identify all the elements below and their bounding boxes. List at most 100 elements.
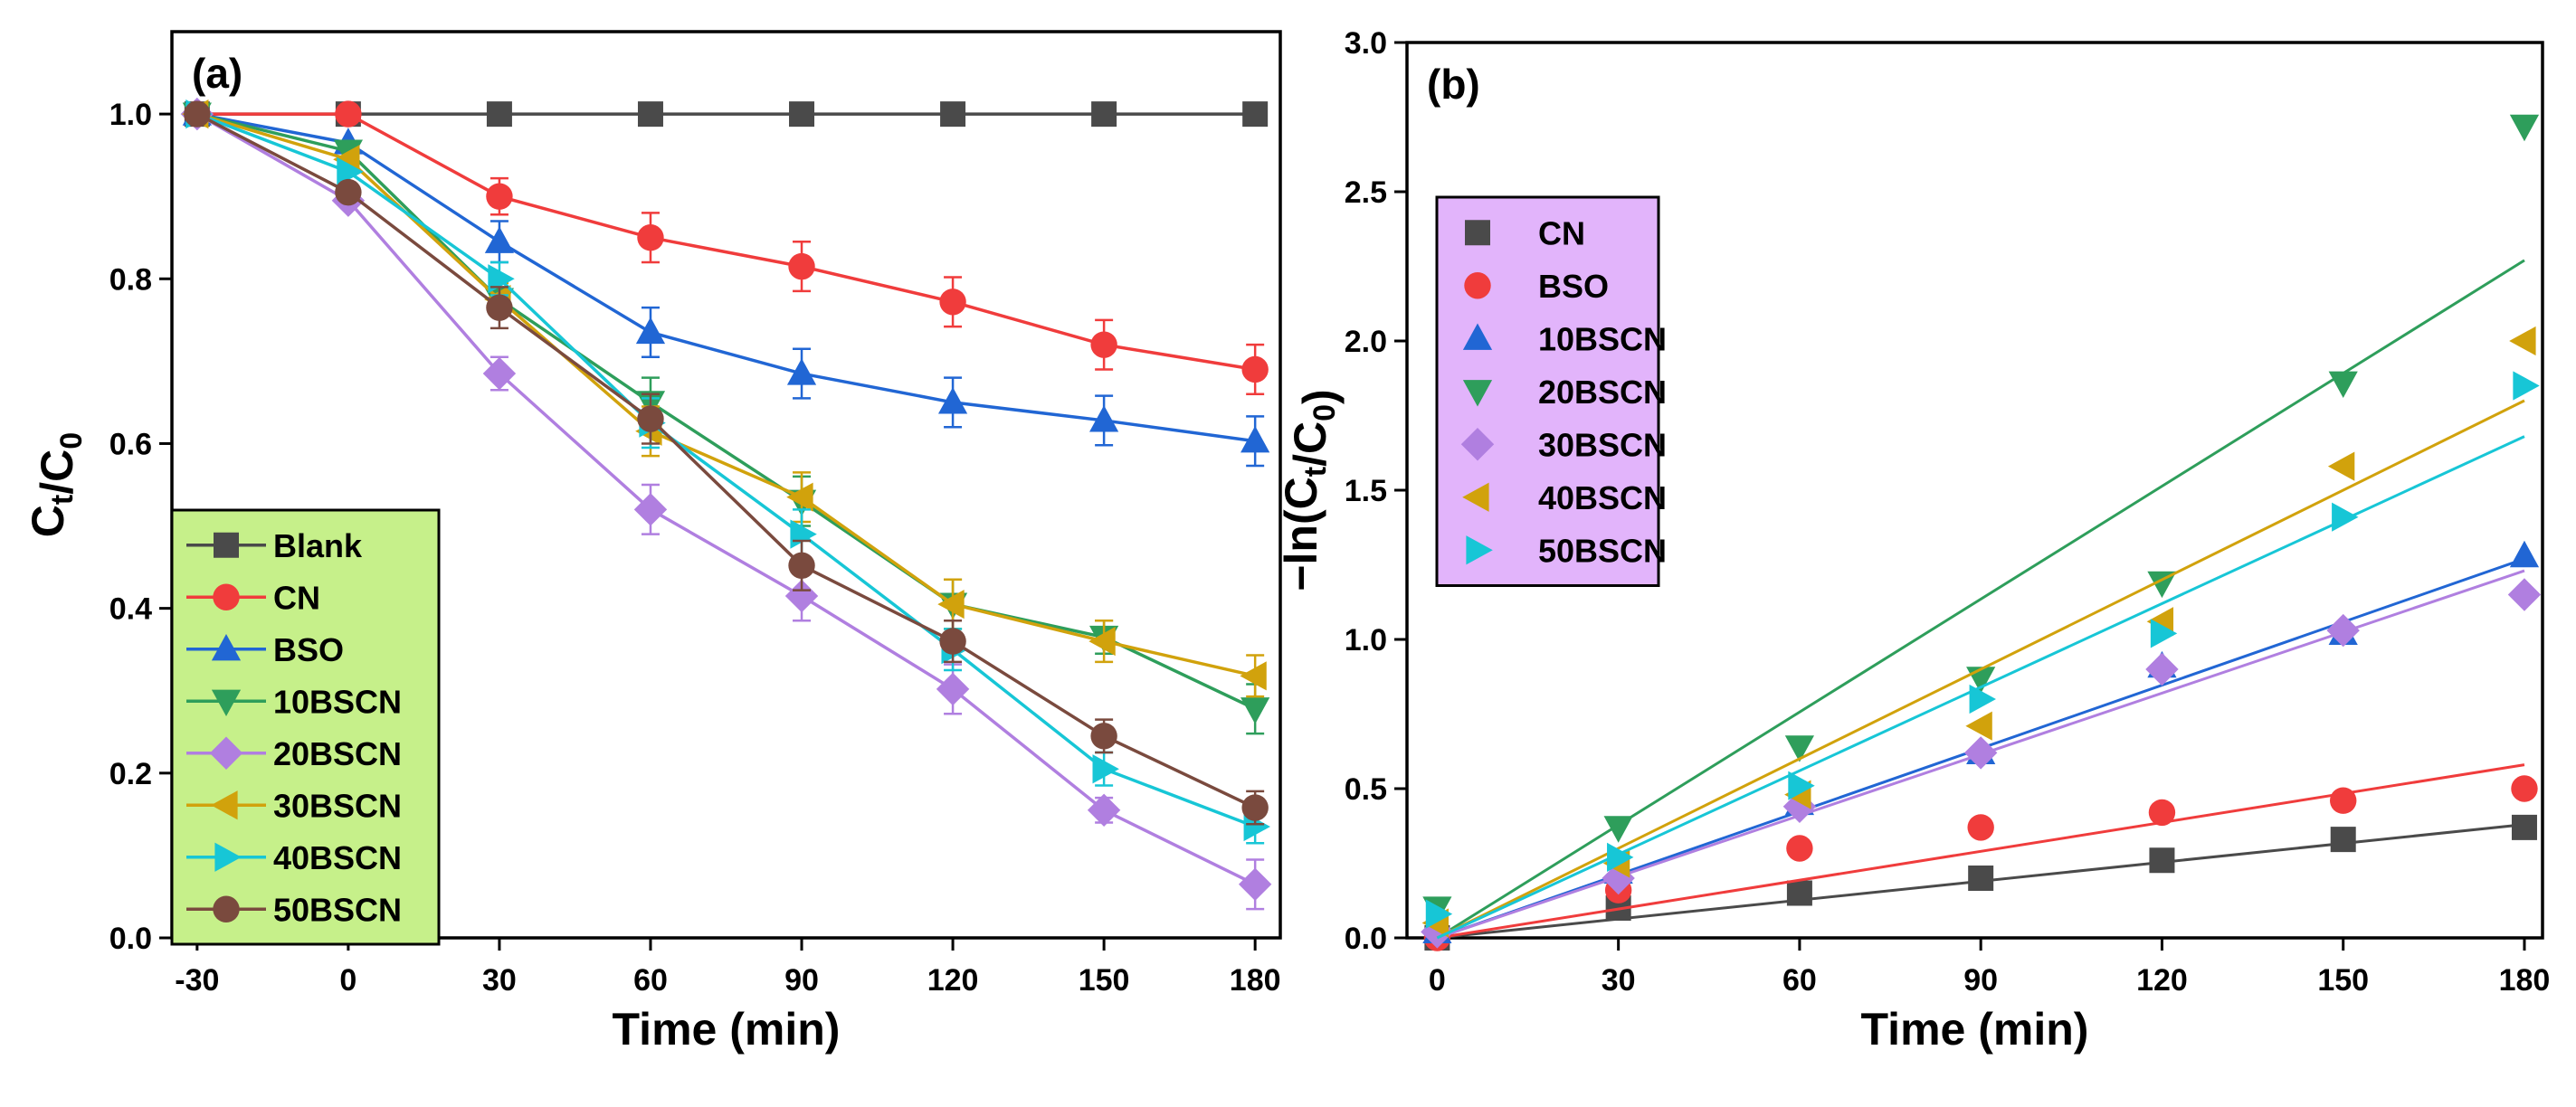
panel-a-point-BSO bbox=[937, 387, 968, 414]
panel-a-point-Blank bbox=[789, 101, 815, 128]
panel-b-point-30BSCN bbox=[1963, 736, 1998, 770]
panel-a-point-CN bbox=[1090, 331, 1117, 358]
panel-a-point-30BSCN bbox=[786, 482, 813, 512]
panel-b-legend-marker bbox=[1465, 220, 1490, 246]
panel-b-point-CN bbox=[2511, 814, 2537, 840]
panel-a-x-tick-label: 150 bbox=[1079, 963, 1130, 998]
panel-b-point-20BSCN bbox=[1784, 735, 1815, 762]
panel-a-legend-label: 30BSCN bbox=[273, 787, 402, 824]
panel-a-point-20BSCN bbox=[1238, 867, 1272, 901]
panel-a-legend-label: BSO bbox=[273, 631, 344, 668]
panel-a-x-tick-label: -30 bbox=[175, 963, 219, 998]
panel-b-point-50BSCN bbox=[1425, 899, 1453, 929]
panel-a-line-CN bbox=[196, 112, 1256, 372]
panel-b-point-30BSCN bbox=[2507, 578, 2542, 611]
panel-b-y-tick-label: 0.5 bbox=[1345, 772, 1387, 807]
panel-b-y-tick-label: 1.0 bbox=[1345, 623, 1387, 658]
panel-b-legend-marker bbox=[1466, 535, 1493, 565]
panel-b-x-tick-label: 30 bbox=[1602, 963, 1636, 998]
panel-b-x-tick-label: 180 bbox=[2499, 963, 2551, 998]
panel-b-point-BSO bbox=[2511, 775, 2538, 802]
panel-a-line-10BSCN bbox=[196, 112, 1256, 711]
panel-b-y-tick-label: 2.5 bbox=[1345, 175, 1387, 210]
panel-a-point-40BSCN bbox=[1092, 754, 1119, 784]
panel-b-point-CN bbox=[2330, 827, 2356, 853]
panel-a-legend-item-10BSCN: 10BSCN bbox=[186, 683, 402, 720]
panel-a-line-40BSCN bbox=[196, 112, 1256, 828]
panel-a-point-Blank bbox=[1242, 101, 1269, 128]
panel-b-chart: 0 30 60 90 120 150 180 0.0 0.5 1.0 1.5 2.0 2.5 3.0 Tim… bbox=[1276, 26, 2550, 1055]
panel-b-point-50BSCN bbox=[1607, 842, 1634, 872]
panel-a-line-20BSCN bbox=[195, 112, 1256, 886]
panel-b-legend-label: 50BSCN bbox=[1538, 532, 1667, 569]
panel-a-point-Blank bbox=[1091, 101, 1117, 128]
panel-b-point-BSO bbox=[1967, 814, 1994, 841]
panel-a-point-20BSCN bbox=[784, 579, 819, 613]
panel-a-y-tick-label: 0.6 bbox=[109, 427, 152, 461]
panel-b-legend-item-BSO: BSO bbox=[1464, 268, 1609, 305]
panel-a-point-CN bbox=[335, 100, 362, 128]
panel-a-y-tick-label: 1.0 bbox=[109, 98, 152, 132]
panel-a-y-tick-label: 0.0 bbox=[109, 922, 152, 956]
panel-a-legend-label: 10BSCN bbox=[273, 683, 402, 720]
panel-b-legend-item-40BSCN: 40BSCN bbox=[1462, 479, 1667, 516]
panel-a-line-50BSCN bbox=[196, 112, 1256, 809]
panel-a-point-20BSCN bbox=[1087, 793, 1121, 828]
panel-b-legend-item-20BSCN: 20BSCN bbox=[1462, 374, 1667, 411]
panel-a-point-50BSCN bbox=[637, 405, 664, 432]
panel-b-point-20BSCN bbox=[2509, 114, 2540, 142]
panel-a-legend-item-BSO: BSO bbox=[186, 631, 344, 668]
panel-a-point-Blank bbox=[940, 101, 966, 128]
panel-a-legend-marker bbox=[213, 895, 240, 922]
panel-b-legend-label: BSO bbox=[1538, 268, 1609, 305]
panel-b-x-tick-label: 120 bbox=[2136, 963, 2188, 998]
panel-b-legend-label: CN bbox=[1538, 214, 1585, 251]
panel-a-point-30BSCN bbox=[1088, 626, 1116, 657]
panel-b-point-50BSCN bbox=[2332, 502, 2359, 532]
panel-b-legend-label: 30BSCN bbox=[1538, 426, 1667, 463]
panel-b-legend-label: 10BSCN bbox=[1538, 320, 1667, 357]
panel-a-plot-frame bbox=[170, 30, 1282, 940]
panel-b-y-axis-title: −ln(Ct/C0) bbox=[1276, 389, 1345, 591]
panel-b-y-tick-label: 2.0 bbox=[1345, 325, 1387, 359]
panel-b-point-CN bbox=[2149, 847, 2175, 874]
panel-b-fit-line-40BSCN bbox=[1436, 399, 2525, 940]
panel-a-point-10BSCN bbox=[1240, 697, 1270, 724]
panel-a-legend: Blank CN BSO 10BSCN 20BSCN 30BSCN 40BSCN 50BSCN bbox=[170, 508, 441, 946]
panel-a-point-30BSCN bbox=[1240, 661, 1267, 691]
panel-a-legend-item-20BSCN: 20BSCN bbox=[186, 735, 402, 772]
panel-a-point-CN bbox=[637, 224, 664, 251]
panel-a-point-20BSCN bbox=[936, 672, 970, 706]
panel-a-legend-label: 50BSCN bbox=[273, 891, 402, 928]
panel-b-point-CN bbox=[1786, 880, 1812, 906]
panel-a-point-20BSCN bbox=[482, 356, 517, 391]
panel-b-point-20BSCN bbox=[2147, 571, 2177, 599]
panel-b-legend-marker bbox=[1460, 428, 1495, 461]
panel-b-x-tick-label: 60 bbox=[1782, 963, 1817, 998]
panel-a-x-tick-label: 60 bbox=[633, 963, 668, 998]
panel-b-point-40BSCN bbox=[1965, 711, 1992, 741]
panel-b-legend-item-10BSCN: 10BSCN bbox=[1462, 320, 1667, 357]
panel-b-point-BSO bbox=[2330, 787, 2357, 814]
panel-a-y-tick-label: 0.4 bbox=[109, 592, 152, 627]
panel-b-point-BSO bbox=[1786, 835, 1813, 862]
panel-a-legend-marker bbox=[214, 532, 239, 558]
panel-a-point-40BSCN bbox=[337, 156, 364, 186]
panel-a-line-30BSCN bbox=[196, 112, 1256, 678]
panel-b-point-50BSCN bbox=[2150, 619, 2178, 648]
panel-b-series-50BSCN bbox=[1425, 371, 2540, 940]
panel-a-legend-marker bbox=[213, 583, 240, 610]
panel-a-y-tick-label: 0.2 bbox=[109, 757, 152, 791]
panel-b-x-tick-label: 90 bbox=[1963, 963, 1998, 998]
panel-a-legend-label: CN bbox=[273, 579, 320, 616]
panel-a-series-CN bbox=[184, 100, 1269, 396]
panel-a-y-tick-label: 0.8 bbox=[109, 262, 152, 297]
panel-a-series-BSO bbox=[182, 99, 1270, 468]
panel-a-x-tick-label: 90 bbox=[784, 963, 819, 998]
panel-a-point-Blank bbox=[637, 101, 663, 128]
panel-a-point-BSO bbox=[635, 317, 666, 345]
panel-a-legend-item-50BSCN: 50BSCN bbox=[186, 891, 402, 928]
panel-a-point-20BSCN bbox=[633, 493, 668, 526]
panel-a-legend-label: Blank bbox=[273, 527, 363, 564]
